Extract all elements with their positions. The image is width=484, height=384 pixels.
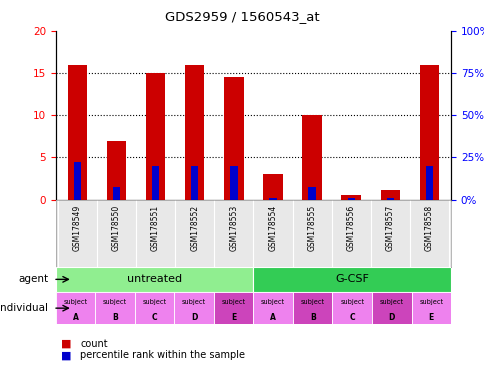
Text: subject: subject [260, 299, 285, 305]
Bar [380, 190, 399, 200]
Text: subject: subject [103, 299, 127, 305]
Text: individual: individual [0, 303, 48, 313]
Bar [386, 198, 393, 200]
Text: subject: subject [142, 299, 166, 305]
Bar [419, 65, 439, 200]
Bar [292, 292, 332, 324]
Text: GSM178555: GSM178555 [307, 205, 316, 251]
Bar [112, 187, 120, 200]
Text: ■: ■ [60, 339, 71, 349]
Text: GSM178550: GSM178550 [112, 205, 121, 251]
Text: ■: ■ [60, 350, 71, 360]
Text: subject: subject [300, 299, 324, 305]
Text: GSM178557: GSM178557 [385, 205, 394, 251]
Text: A: A [73, 313, 78, 322]
Text: subject: subject [221, 299, 245, 305]
Text: C: C [348, 313, 354, 322]
Bar [191, 166, 198, 200]
Text: GSM178556: GSM178556 [346, 205, 355, 251]
Bar [106, 141, 126, 200]
Text: subject: subject [339, 299, 363, 305]
Text: GSM178553: GSM178553 [229, 205, 238, 251]
Text: subject: subject [379, 299, 403, 305]
Bar [174, 292, 213, 324]
Bar [425, 166, 432, 200]
Bar [411, 292, 450, 324]
Bar [332, 292, 371, 324]
Text: subject: subject [63, 299, 88, 305]
Bar [74, 162, 81, 200]
Bar [371, 292, 411, 324]
Bar [341, 195, 360, 200]
Text: count: count [80, 339, 107, 349]
Text: subject: subject [418, 299, 442, 305]
Bar [135, 292, 174, 324]
Text: B: B [112, 313, 118, 322]
Bar [56, 292, 95, 324]
Bar [213, 292, 253, 324]
Text: C: C [151, 313, 157, 322]
Bar [253, 267, 450, 292]
Text: A: A [270, 313, 275, 322]
Bar [95, 292, 135, 324]
Bar [253, 292, 292, 324]
Bar [224, 77, 243, 200]
Text: E: E [428, 313, 433, 322]
Bar [347, 198, 354, 200]
Bar [184, 65, 204, 200]
Text: D: D [191, 313, 197, 322]
Text: GSM178551: GSM178551 [151, 205, 160, 251]
Bar [269, 198, 276, 200]
Text: subject: subject [182, 299, 206, 305]
Text: B: B [309, 313, 315, 322]
Text: untreated: untreated [127, 274, 182, 285]
Text: percentile rank within the sample: percentile rank within the sample [80, 350, 244, 360]
Text: GDS2959 / 1560543_at: GDS2959 / 1560543_at [165, 10, 319, 23]
Bar [229, 166, 237, 200]
Text: GSM178554: GSM178554 [268, 205, 277, 251]
Bar [302, 115, 321, 200]
Bar [263, 174, 282, 200]
Text: G-CSF: G-CSF [334, 274, 368, 285]
Text: D: D [388, 313, 394, 322]
Text: E: E [230, 313, 236, 322]
Bar [67, 65, 87, 200]
Text: GSM178549: GSM178549 [73, 205, 82, 251]
Text: agent: agent [18, 274, 48, 285]
Text: GSM178552: GSM178552 [190, 205, 199, 251]
Text: GSM178558: GSM178558 [424, 205, 433, 251]
Bar [308, 187, 315, 200]
Bar [151, 166, 159, 200]
Bar [56, 267, 253, 292]
Bar [146, 73, 165, 200]
